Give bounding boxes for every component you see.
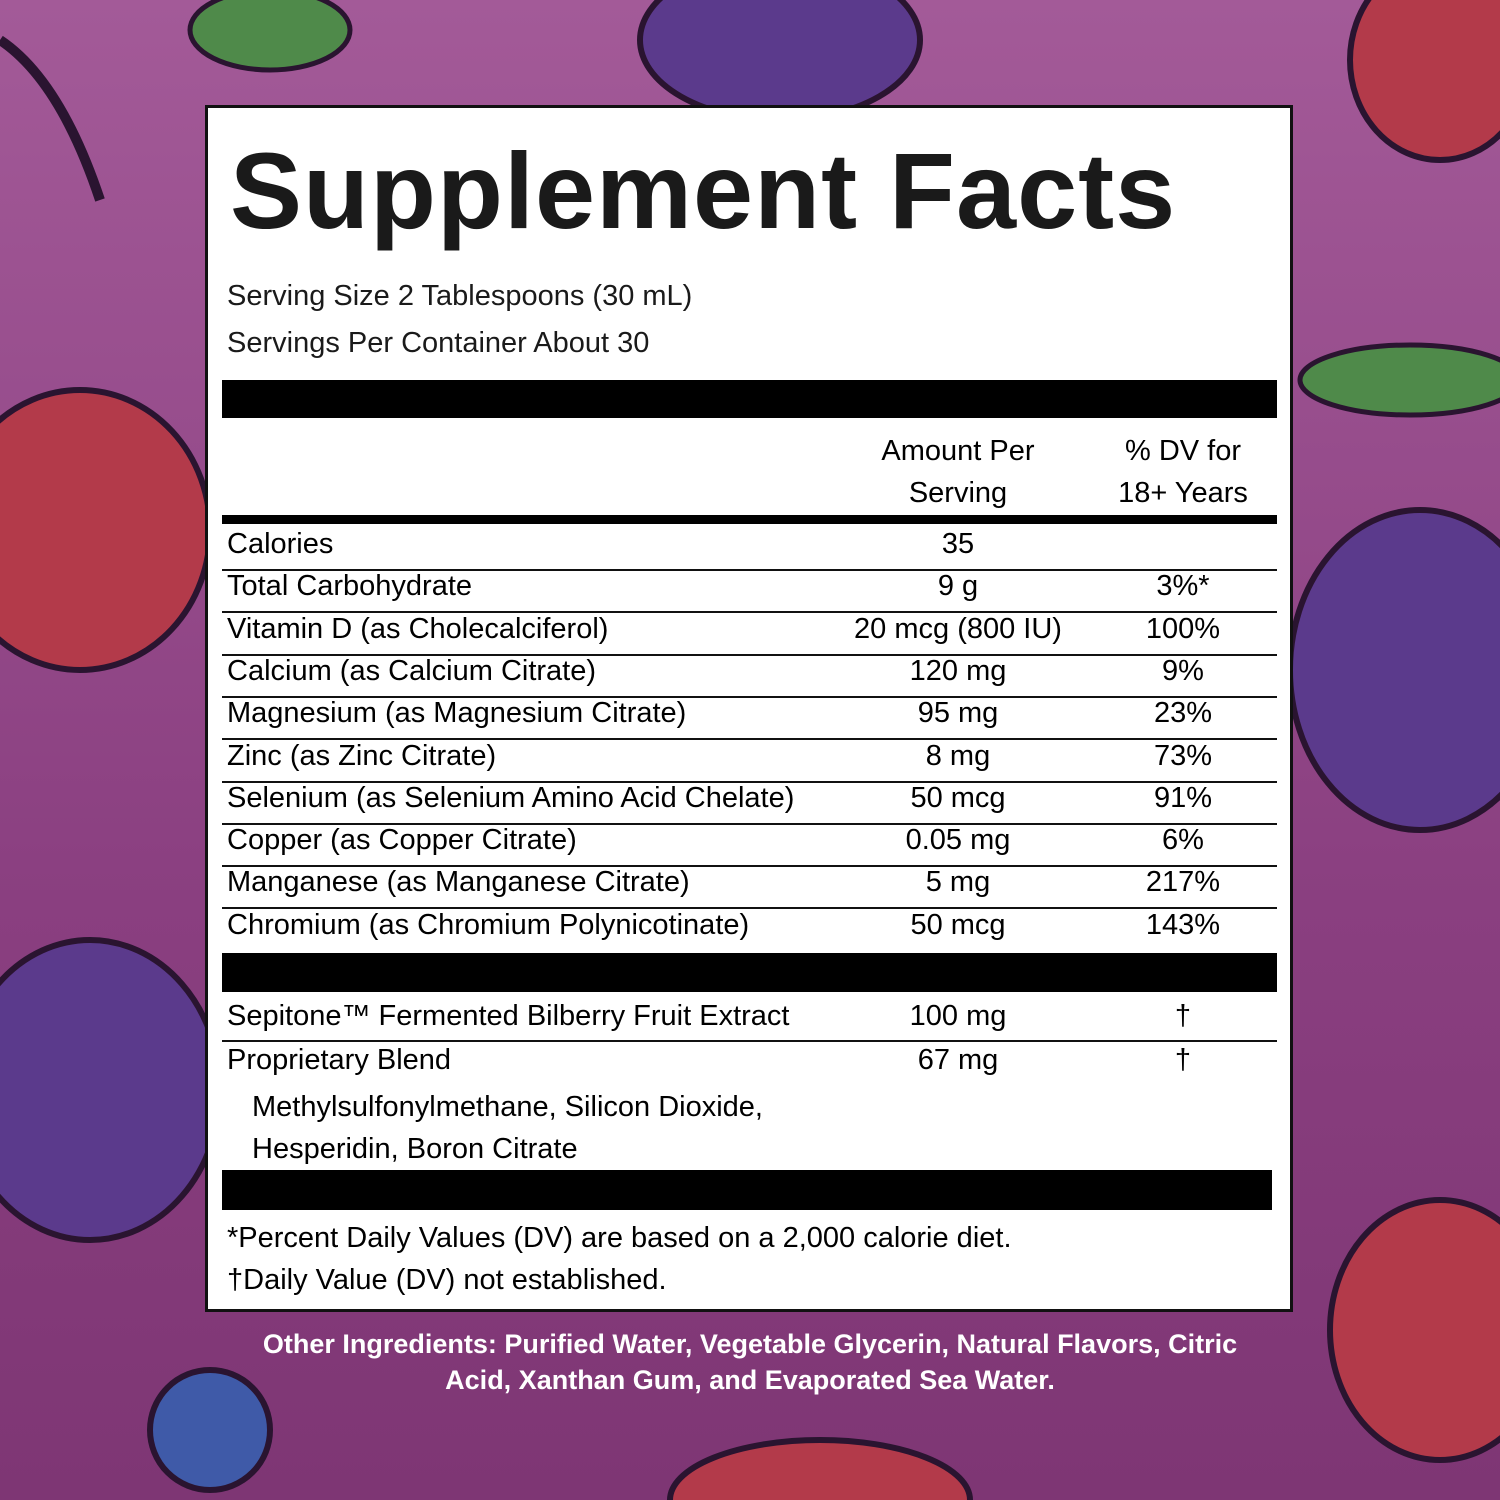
- nutrient-name: Chromium (as Chromium Polynicotinate): [227, 908, 750, 941]
- amount: 0.05 mg: [905, 824, 1011, 857]
- divider-bar: [222, 515, 1277, 524]
- daily-value: 3%*: [1156, 570, 1210, 603]
- daily-value: 91%: [1153, 781, 1213, 814]
- nutrient-name: Magnesium (as Magnesium Citrate): [227, 697, 687, 730]
- column-header: Amount Per Serving: [881, 435, 1035, 509]
- daily-value: †: [1174, 1000, 1192, 1032]
- daily-value: 9%: [1162, 654, 1204, 687]
- servings-per-container: Servings Per Container About 30: [227, 327, 650, 359]
- blackberry: [637, 0, 923, 123]
- nutrient-name: Zinc (as Zinc Citrate): [227, 739, 497, 772]
- row-rule: [222, 611, 1277, 614]
- daily-value: †: [1174, 1044, 1192, 1076]
- amount: 50 mcg: [910, 781, 1006, 814]
- amount: 100 mg: [909, 1000, 1007, 1032]
- nutrient-name: Proprietary Blend: [227, 1044, 452, 1076]
- footnote: †Daily Value (DV) not established.: [227, 1264, 667, 1296]
- row-rule: [222, 695, 1277, 698]
- divider-bar: [222, 1170, 1272, 1210]
- row-rule: [222, 1040, 1277, 1042]
- row-rule: [222, 738, 1277, 741]
- daily-value: 6%: [1162, 824, 1204, 857]
- amount: 67 mg: [917, 1044, 999, 1076]
- nutrient-name: Total Carbohydrate: [227, 570, 473, 603]
- blackberry: [0, 937, 223, 1243]
- row-rule: [222, 907, 1277, 910]
- nutrient-name: Calories: [227, 528, 334, 560]
- amount: 35: [941, 528, 975, 560]
- leaf: [1297, 342, 1500, 418]
- strawberry: [1347, 0, 1500, 163]
- daily-value: 73%: [1153, 739, 1213, 772]
- daily-value: 23%: [1153, 697, 1213, 730]
- amount: 50 mcg: [910, 908, 1006, 941]
- daily-value: 143%: [1145, 908, 1221, 941]
- nutrient-name: Selenium (as Selenium Amino Acid Chelate…: [227, 781, 795, 814]
- amount: 95 mg: [917, 697, 999, 730]
- facts-panel: Supplement Facts Serving Size 2 Tablespo…: [205, 105, 1293, 1312]
- daily-value: 100%: [1145, 612, 1221, 645]
- leaf: [187, 0, 353, 73]
- stem: [0, 35, 105, 202]
- strawberry: [667, 1437, 973, 1500]
- column-header: % DV for 18+ Years: [1118, 435, 1248, 509]
- amount: 8 mg: [925, 739, 991, 772]
- other-ingredients: Other Ingredients: Purified Water, Veget…: [262, 1329, 1238, 1395]
- amount: 9 g: [937, 570, 979, 603]
- strawberry: [0, 387, 213, 673]
- amount: 120 mg: [909, 654, 1007, 687]
- row-rule: [222, 780, 1277, 783]
- nutrient-name: Calcium (as Calcium Citrate): [227, 654, 597, 687]
- footnote: *Percent Daily Values (DV) are based on …: [227, 1222, 1012, 1254]
- amount: 20 mcg (800 IU): [854, 612, 1062, 645]
- serving-size: Serving Size 2 Tablespoons (30 mL): [227, 280, 693, 312]
- nutrient-name: Vitamin D (as Cholecalciferol): [227, 612, 609, 645]
- blend-ingredients: Methylsulfonylmethane, Silicon Dioxide, …: [252, 1091, 763, 1165]
- title: Supplement Facts: [230, 130, 1177, 251]
- row-rule: [222, 822, 1277, 825]
- divider-bar: [222, 953, 1277, 992]
- nutrient-name: Manganese (as Manganese Citrate): [227, 866, 690, 899]
- divider-bar: [222, 380, 1277, 418]
- row-rule: [222, 865, 1277, 868]
- nutrient-name: Sepitone™ Fermented Bilberry Fruit Extra…: [227, 1000, 790, 1032]
- blackberry: [1287, 507, 1500, 833]
- daily-value: 217%: [1145, 866, 1221, 899]
- blueberry: [147, 1367, 273, 1493]
- row-rule: [222, 569, 1277, 571]
- strawberry: [1327, 1197, 1500, 1463]
- nutrient-name: Copper (as Copper Citrate): [227, 824, 577, 857]
- amount: 5 mg: [925, 866, 991, 899]
- row-rule: [222, 653, 1277, 656]
